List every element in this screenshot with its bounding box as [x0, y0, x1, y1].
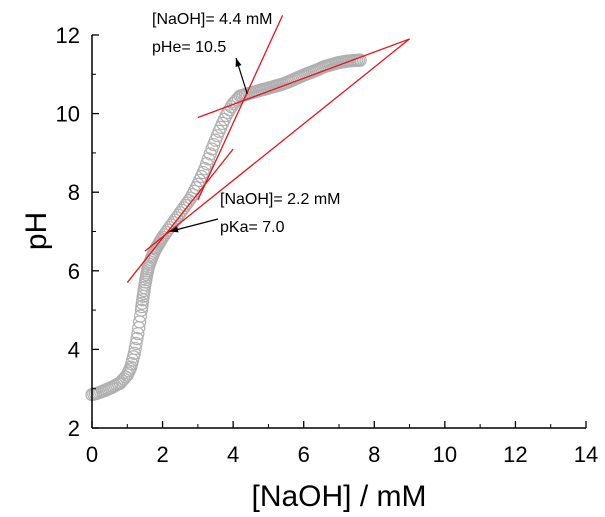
- annotation-pka-line2: pKa= 7.0: [220, 219, 285, 236]
- data-point: [127, 346, 141, 360]
- x-tick-label: 2: [156, 442, 168, 467]
- y-tick-label: 2: [68, 416, 80, 441]
- x-tick-label: 8: [368, 442, 380, 467]
- x-tick-label: 10: [433, 442, 457, 467]
- tangent-line: [144, 38, 410, 252]
- annotation-equivalence-line1: [NaOH]= 4.4 mM: [152, 11, 272, 28]
- x-tick-label: 14: [574, 442, 598, 467]
- annotation-arrows: [169, 57, 248, 233]
- annotation-pka: [NaOH]= 2.2 mM pKa= 7.0: [220, 191, 340, 236]
- tangent-line: [197, 15, 284, 201]
- data-point: [111, 377, 126, 391]
- y-tick-label: 4: [68, 337, 80, 362]
- tangent-line: [126, 148, 234, 283]
- x-tick-label: 6: [298, 442, 310, 467]
- y-tick-label: 10: [56, 102, 80, 127]
- data-point: [130, 331, 144, 346]
- annotation-arrowhead: [235, 58, 242, 67]
- x-axis-title: [NaOH] / mM: [251, 480, 426, 513]
- x-tick-label: 0: [86, 442, 98, 467]
- x-tick-label: 4: [227, 442, 239, 467]
- annotation-pka-line1: [NaOH]= 2.2 mM: [220, 191, 340, 208]
- annotation-arrowhead: [169, 226, 179, 233]
- data-point: [133, 309, 148, 323]
- data-point: [128, 341, 142, 356]
- tangent-lines: [126, 15, 410, 283]
- tangent-line: [197, 38, 410, 119]
- y-axis-title: pH: [20, 212, 53, 250]
- y-axis-ticks: 2 4 6 8 10 12: [56, 23, 99, 441]
- annotation-equivalence-line2: pHe= 10.5: [152, 39, 226, 56]
- x-tick-label: 12: [503, 442, 527, 467]
- y-tick-label: 12: [56, 23, 80, 48]
- x-axis-ticks: 0 2 4 6 8 10 12 14: [86, 421, 598, 467]
- data-point: [129, 336, 143, 351]
- y-tick-label: 8: [68, 180, 80, 205]
- annotation-equivalence: [NaOH]= 4.4 mM pHe= 10.5: [152, 11, 272, 56]
- y-tick-label: 6: [68, 259, 80, 284]
